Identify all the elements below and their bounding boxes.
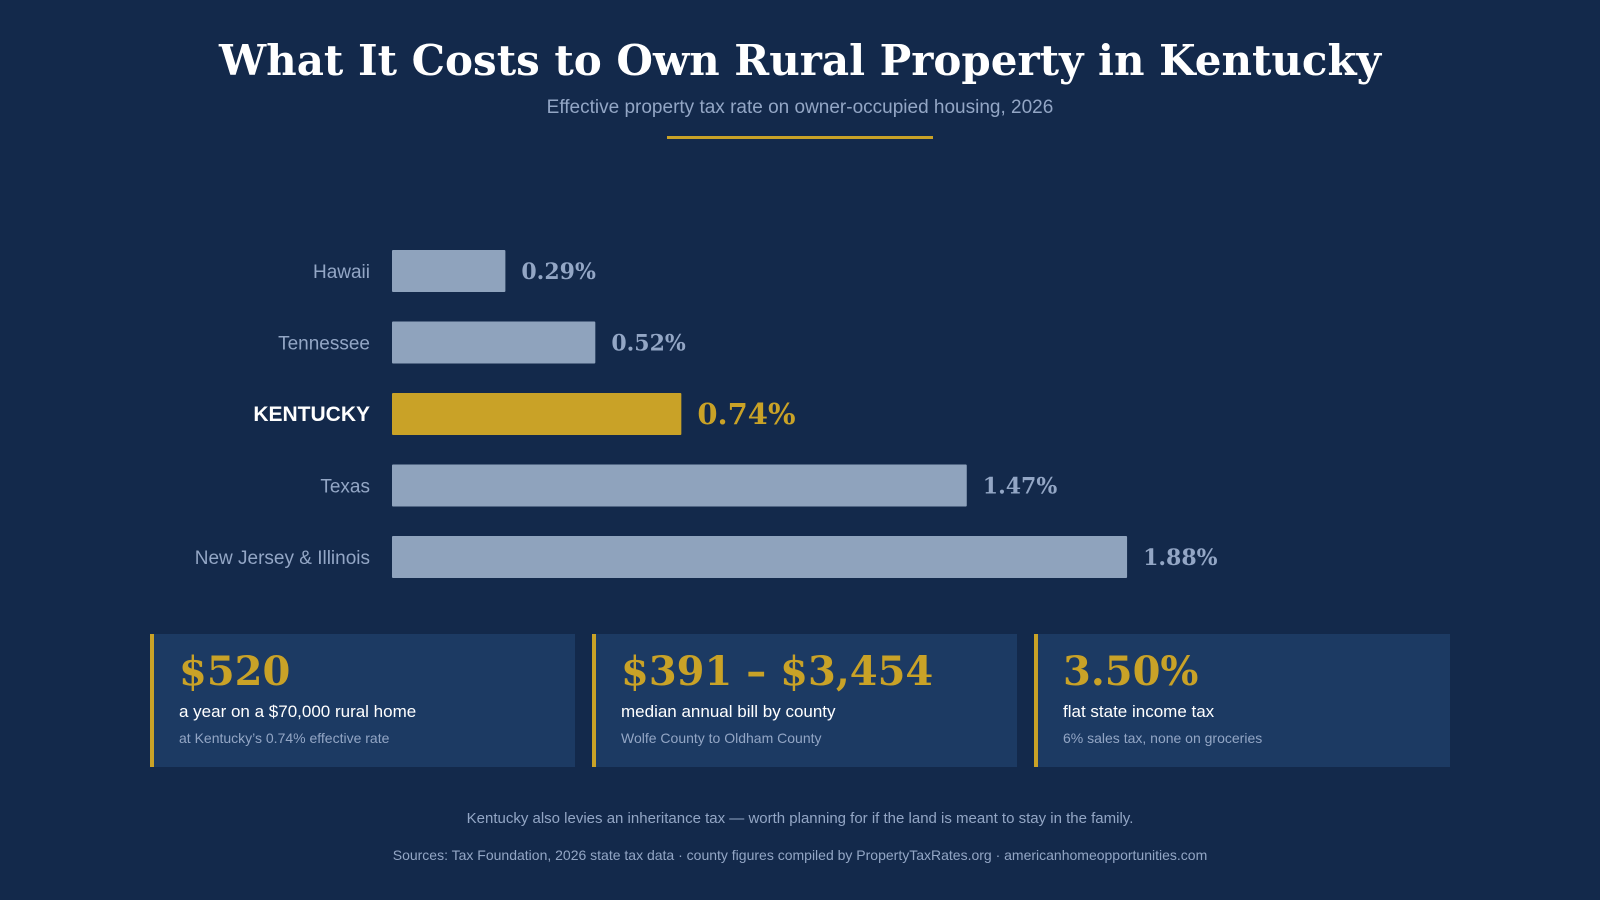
stat-value: $520 (179, 648, 291, 695)
category-label: Hawaii (313, 262, 370, 283)
stat-value: 3.50% (1063, 648, 1199, 695)
category-label: KENTUCKY (253, 403, 370, 426)
bar-value-label: 0.29% (521, 259, 596, 285)
bar (392, 464, 967, 507)
footer-sources: Sources: Tax Foundation, 2026 state tax … (392, 847, 1208, 863)
title-divider (667, 136, 933, 139)
bar (392, 321, 596, 364)
stat-description: flat state income tax (1063, 702, 1215, 721)
bar (392, 536, 1128, 578)
category-label: Texas (320, 477, 370, 498)
bar (392, 250, 506, 292)
stat-description: a year on a $70,000 rural home (179, 702, 417, 721)
bar-value-label: 0.74% (697, 397, 795, 431)
stat-card-county-range: $391 – $3,454 median annual bill by coun… (592, 634, 1017, 767)
bar-value-label: 1.47% (983, 474, 1058, 500)
stat-note: 6% sales tax, none on groceries (1063, 730, 1263, 746)
stat-value: $391 – $3,454 (621, 648, 934, 695)
page-title: What It Costs to Own Rural Property in K… (219, 36, 1381, 85)
bar-value-label: 0.52% (611, 331, 686, 357)
page-subtitle: Effective property tax rate on owner-occ… (546, 97, 1054, 118)
category-label: New Jersey & Illinois (195, 548, 370, 569)
footer-note: Kentucky also levies an inheritance tax … (466, 810, 1134, 827)
stat-note: at Kentucky’s 0.74% effective rate (179, 730, 390, 746)
bar-value-label: 1.88% (1143, 545, 1218, 571)
stat-note: Wolfe County to Oldham County (621, 730, 822, 746)
bar (392, 393, 682, 435)
stat-description: median annual bill by county (621, 702, 836, 721)
stat-card-income-tax: 3.50% flat state income tax 6% sales tax… (1034, 634, 1450, 767)
category-label: Tennessee (278, 334, 370, 355)
stat-card-annual-cost: $520 a year on a $70,000 rural home at K… (150, 634, 575, 767)
